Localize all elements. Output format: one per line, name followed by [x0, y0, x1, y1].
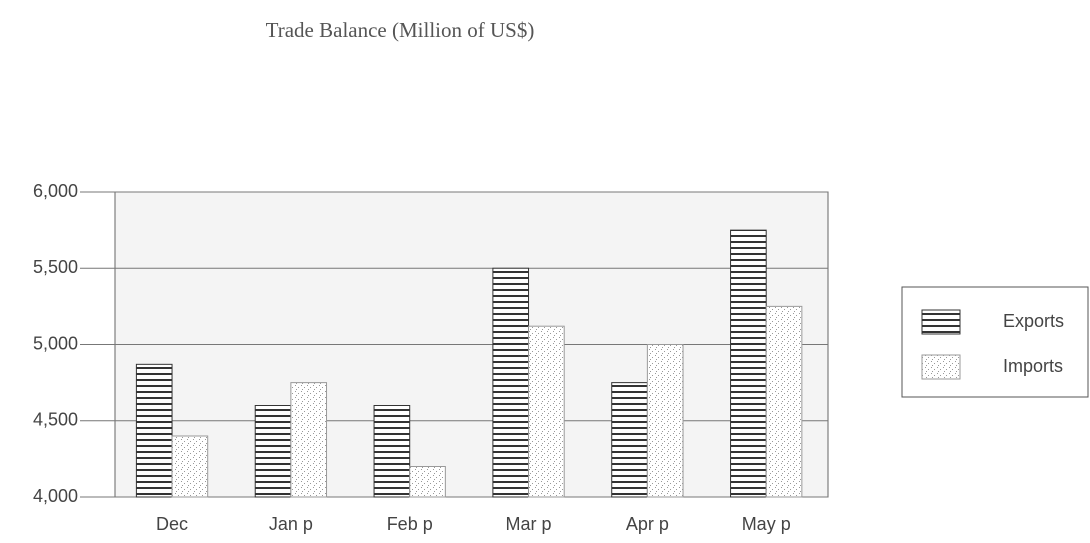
x-tick-label: Jan p — [269, 514, 313, 534]
legend-swatch — [922, 310, 960, 334]
y-tick-label: 4,000 — [33, 486, 78, 506]
bar — [136, 364, 172, 497]
bar — [529, 326, 565, 497]
bar — [255, 406, 291, 498]
legend-label: Exports — [1003, 311, 1064, 331]
x-tick-label: Dec — [156, 514, 188, 534]
bar — [647, 345, 683, 498]
bar — [172, 436, 208, 497]
y-tick-label: 5,000 — [33, 333, 78, 353]
chart-title: Trade Balance (Million of US$) — [266, 18, 535, 42]
legend-swatch — [922, 355, 960, 379]
bar — [766, 306, 802, 497]
x-tick-label: Feb p — [387, 514, 433, 534]
legend-box — [902, 287, 1088, 397]
page: {"chart_data": {"type": "bar", "title": … — [0, 0, 1090, 543]
legend: Exports Imports — [902, 287, 1088, 397]
y-tick-label: 4,500 — [33, 410, 78, 430]
chart: Trade Balance (Million of US$) 4,000 4,50… — [0, 0, 1090, 543]
x-tick-label: Mar p — [506, 514, 552, 534]
bar — [374, 406, 410, 498]
bar — [410, 467, 446, 498]
bar — [493, 268, 529, 497]
y-tick-label: 6,000 — [33, 181, 78, 201]
bar — [612, 383, 648, 497]
x-tick-label: May p — [742, 514, 791, 534]
y-tick-label: 5,500 — [33, 257, 78, 277]
bar — [291, 383, 327, 497]
legend-label: Imports — [1003, 356, 1063, 376]
x-tick-label: Apr p — [626, 514, 669, 534]
bar — [731, 230, 767, 497]
